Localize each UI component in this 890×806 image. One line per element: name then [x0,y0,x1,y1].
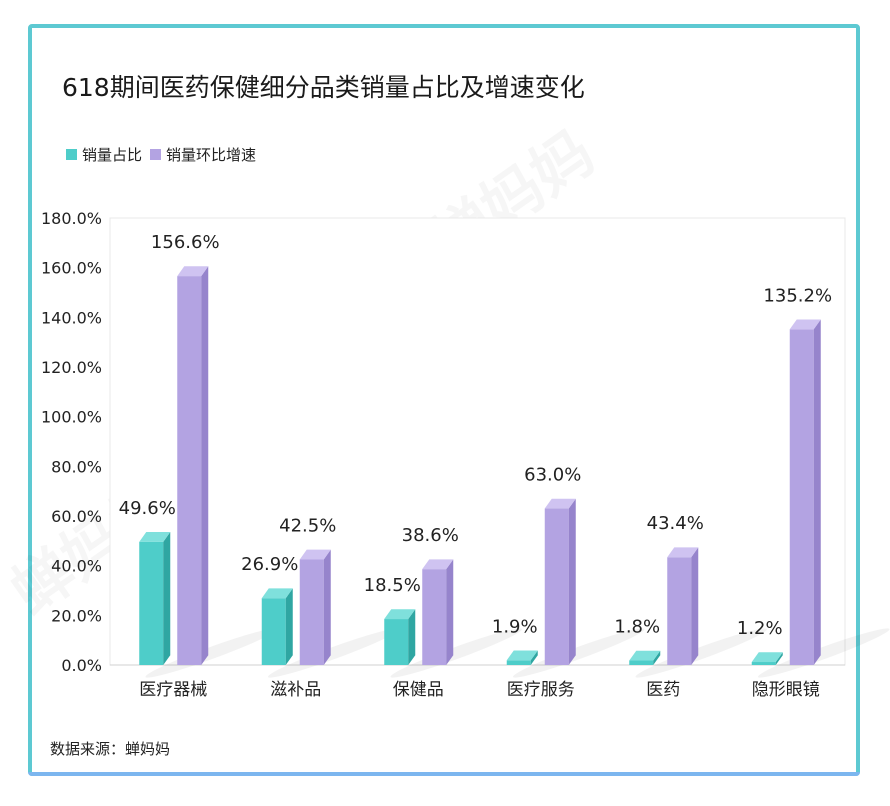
bar-shadow [757,628,890,678]
bar-side-series1 [285,588,293,665]
y-tick-label: 100.0% [41,408,102,427]
bar-top-series2 [299,549,331,560]
y-tick-label: 20.0% [51,606,102,625]
plot-area [109,217,846,666]
bar-side-series1 [408,609,416,665]
data-label-series1: 18.5% [364,575,421,596]
legend-label-series2: 销量环比增速 [166,146,257,164]
bar-top-series1 [139,532,171,542]
x-tick-label: 保健品 [393,680,444,700]
bar-side-series1 [163,532,171,665]
data-label-series2: 38.6% [402,525,459,546]
bar-series1 [751,662,776,665]
y-tick-label: 180.0% [41,209,102,228]
bar-series2 [422,569,447,665]
bar-shadow [512,628,645,678]
source-note: 数据来源：蝉妈妈 [50,740,171,758]
bar-top-series1 [384,609,416,620]
bar-shadow [145,628,278,678]
bar-side-series2 [201,266,209,665]
legend-item-series1: 销量占比 [66,144,142,165]
data-label-series2: 135.2% [763,285,832,306]
data-label-series1: 1.8% [614,617,660,638]
data-label-series1: 26.9% [241,554,298,575]
bar-top-series2 [667,547,699,558]
y-tick-label: 80.0% [51,457,102,476]
legend-swatch-series1 [66,149,77,160]
bar-series1 [139,541,164,665]
bar-series2 [544,508,569,665]
y-tick-label: 0.0% [61,656,102,675]
bar-top-series2 [177,266,209,277]
bar-shadow [390,628,523,678]
bar-top-series1 [629,650,661,661]
bar-side-series2 [813,319,821,665]
bar-series2 [299,559,324,665]
bar-side-series2 [691,547,699,665]
bar-series2 [789,329,814,665]
bar-series1 [506,660,531,665]
bar-side-series2 [568,498,576,665]
x-tick-label: 医药 [646,680,680,700]
y-tick-label: 160.0% [41,259,102,278]
x-tick-label: 医疗服务 [507,680,575,700]
bar-series2 [667,557,692,665]
x-tick-label: 隐形眼镜 [752,680,820,700]
bar-side-series2 [446,559,454,665]
legend: 销量占比 销量环比增速 [66,144,264,165]
legend-swatch-series2 [150,149,162,160]
legend-label-series1: 销量占比 [82,146,143,164]
data-label-series2: 43.4% [647,513,704,534]
bar-top-series2 [544,498,576,509]
bar-top-series1 [506,650,538,661]
y-tick-label: 40.0% [51,557,102,576]
bar-series2 [177,276,202,665]
bar-side-series1 [653,650,661,665]
legend-item-series2: 销量环比增速 [150,144,256,165]
x-tick-label: 滋补品 [270,680,321,700]
data-label-series2: 156.6% [151,232,220,253]
data-label-series1: 1.2% [737,618,783,639]
bar-series1 [384,619,409,665]
bar-series1 [629,660,654,665]
bar-top-series1 [261,588,293,599]
bar-series1 [261,598,286,665]
bar-shadow [635,628,768,678]
data-label-series1: 1.9% [492,616,538,637]
bar-side-series1 [775,652,783,665]
x-tick-label: 医疗器械 [139,680,207,700]
data-label-series1: 49.6% [119,498,176,519]
bar-side-series1 [530,650,538,665]
bar-top-series1 [751,652,783,663]
bar-side-series2 [323,549,331,665]
data-label-series2: 63.0% [524,465,581,486]
y-tick-label: 60.0% [51,507,102,526]
bar-shadow [267,628,400,678]
bar-top-series2 [789,319,821,330]
bar-top-series2 [422,559,454,570]
y-tick-label: 120.0% [41,358,102,377]
chart-title: 618期间医药保健细分品类销量占比及增速变化 [62,73,585,102]
y-tick-label: 140.0% [41,308,102,327]
data-label-series2: 42.5% [279,515,336,536]
